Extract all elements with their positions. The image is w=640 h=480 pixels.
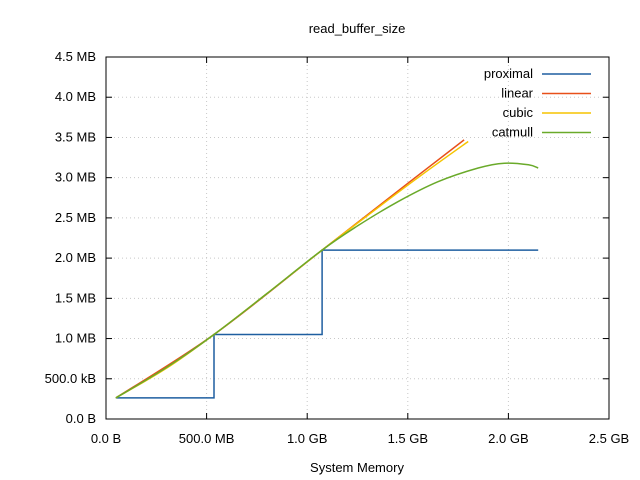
y-tick-label: 3.5 MB [55,129,96,144]
x-axis-label: System Memory [310,460,404,475]
legend: proximal linear cubic catmull [484,66,591,140]
series-line-catmull [115,162,539,399]
plot-frame [105,56,610,420]
y-tick-label: 500.0 kB [45,371,96,386]
x-tick-label: 1.0 GB [287,431,327,446]
y-tick-label: 1.5 MB [55,290,96,305]
y-tick-label: 4.5 MB [55,49,96,64]
legend-label-proximal: proximal [484,66,533,81]
y-tick-label: 2.0 MB [55,250,96,265]
x-tick-label: 0.0 B [91,431,121,446]
series-layer [115,139,539,399]
y-tick-label: 2.5 MB [55,210,96,225]
legend-label-catmull: catmull [492,125,533,140]
series-line-linear [115,139,465,399]
x-tick-label: 1.5 GB [388,431,428,446]
chart-title: read_buffer_size [309,21,406,36]
ticks: 0.0 B 500.0 MB 1.0 GB 1.5 GB 2.0 GB 2.5 GB 0.0… [45,49,630,446]
series-line-cubic [115,140,469,399]
legend-label-linear: linear [501,86,533,101]
x-tick-label: 2.5 GB [589,431,629,446]
y-tick-label: 1.0 MB [55,331,96,346]
grid [106,57,609,419]
legend-label-cubic: cubic [503,105,534,120]
x-tick-label: 2.0 GB [488,431,528,446]
y-tick-label: 3.0 MB [55,170,96,185]
y-tick-label: 4.0 MB [55,89,96,104]
y-tick-label: 0.0 B [66,411,96,426]
x-tick-label: 500.0 MB [179,431,235,446]
series-line-proximal [115,249,539,399]
